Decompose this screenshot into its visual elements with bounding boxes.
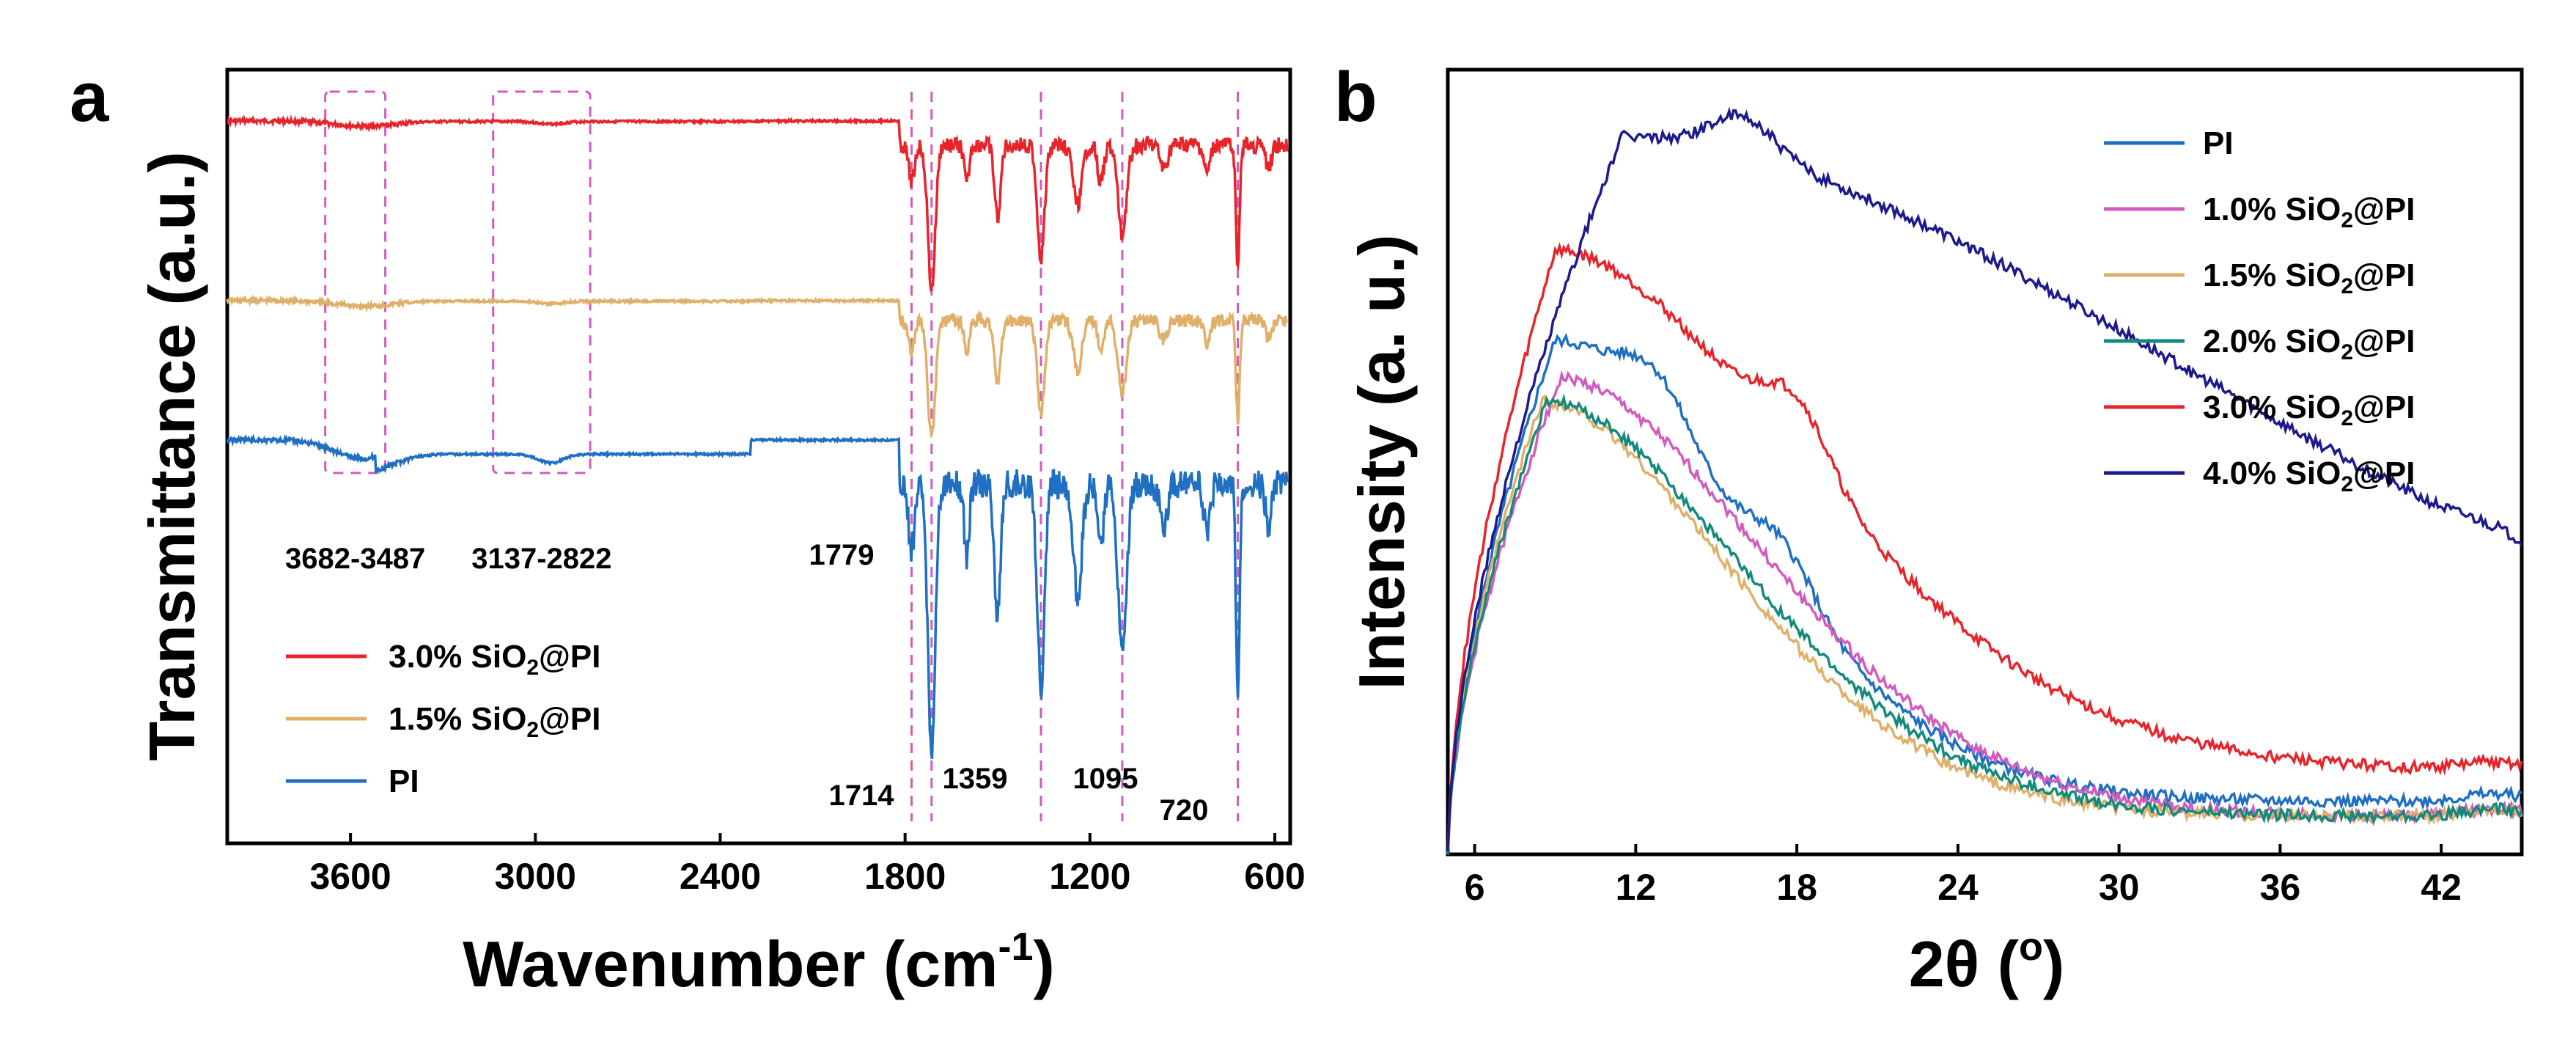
panel-a-x-tick-label: 2400 <box>680 856 761 897</box>
panel-a-x-axis-title: Wavenumber (cm-1) <box>463 925 1055 1000</box>
panel-b-legend-label: 2.0% SiO2@PI <box>2203 323 2415 364</box>
panel-b-x-ticks: 6 12 18 24 30 36 42 <box>1465 844 2462 908</box>
panel-b-x-tick-label: 18 <box>1776 867 1817 908</box>
panel-a-peak-label: 1359 <box>943 763 1008 795</box>
panel-a-plot-frame <box>225 67 1292 846</box>
panel-a-x-tick-label: 3600 <box>309 856 391 897</box>
panel-a-series-line <box>227 114 1289 292</box>
panel-b-plot-frame <box>1446 67 2524 857</box>
panel-b-x-axis-title-base: 2θ ( <box>1909 928 2020 1000</box>
panel-a-region-box <box>492 90 592 474</box>
panel-b-series-line <box>1446 332 2523 855</box>
panel-a-series-line <box>226 433 1289 759</box>
panel-b-x-tick-label: 24 <box>1937 867 1979 908</box>
panel-b-x-tick-label: 36 <box>2260 867 2301 908</box>
panel-b-x-axis-title-sup: o <box>2019 925 2043 969</box>
panel-a-region-label: 3137-2822 <box>471 543 611 575</box>
panel-a-x-axis-title-sup: -1 <box>998 925 1033 969</box>
panel-b-legend: PI 1.0% SiO2@PI 1.5% SiO2@PI 2.0% SiO2@PI 3.… <box>2104 125 2415 496</box>
panel-a-x-tick-label: 3000 <box>495 856 576 897</box>
panel-b-x-tick-label: 12 <box>1616 867 1657 908</box>
panel-b-x-axis-title: 2θ (o) <box>1909 925 2065 1000</box>
panel-a-region-label: 3682-3487 <box>285 543 425 575</box>
panel-a-peak-label: 1714 <box>829 780 895 812</box>
panel-b-x-tick-label: 42 <box>2421 867 2462 908</box>
panel-b-series <box>1446 106 2523 855</box>
panel-a-x-tick-label: 1200 <box>1049 856 1130 897</box>
panel-b-x-axis-title-close: ) <box>2043 928 2064 1000</box>
panel-a-letter: a <box>70 58 109 136</box>
panel-a-peak-label: 1095 <box>1073 763 1138 795</box>
panel-b-series-line <box>1446 393 2523 855</box>
panel-a-x-tick-label: 600 <box>1244 856 1305 897</box>
panel-a-x-tick-label: 1800 <box>864 856 946 897</box>
panel-b-letter: b <box>1334 58 1377 136</box>
panel-a-legend-label: 1.5% SiO2@PI <box>389 701 600 742</box>
panel-a-series <box>226 114 1289 759</box>
panel-b-series-line <box>1446 106 2523 851</box>
panel-a-legend: 3.0% SiO2@PI 1.5% SiO2@PI PI <box>286 639 600 799</box>
panel-a: a 3682-3487 3137-2822 1779 1714 1359 1095 720… <box>70 58 1306 1000</box>
panel-b-legend-label: 1.5% SiO2@PI <box>2203 257 2415 298</box>
panel-a-region-box <box>324 90 387 474</box>
panel-a-x-ticks: 3600 3000 2400 1800 1200 600 <box>309 833 1306 897</box>
panel-a-peak-lines: 1779 1714 1359 1095 720 <box>809 92 1240 826</box>
panel-b-y-axis-title: Intensity (a. u.) <box>1345 235 1418 690</box>
panel-b-x-tick-label: 6 <box>1465 867 1485 908</box>
panel-a-series-line <box>226 294 1288 439</box>
panel-b-legend-label: 4.0% SiO2@PI <box>2203 455 2415 496</box>
panel-a-regions: 3682-3487 3137-2822 <box>285 90 612 575</box>
panel-a-x-axis-title-base: Wavenumber (cm <box>463 928 998 1000</box>
panel-a-peak-label: 720 <box>1160 794 1209 826</box>
panel-b-x-tick-label: 30 <box>2099 867 2140 908</box>
panel-b-series-line <box>1446 370 2523 855</box>
panel-a-y-axis-title: Transmittance (a.u.) <box>136 151 208 760</box>
panel-b-series-line <box>1446 241 2523 850</box>
panel-a-legend-label: PI <box>389 763 419 799</box>
panel-b-legend-label: PI <box>2203 125 2234 161</box>
panel-b: b 6 12 18 24 30 36 42 PI 1.0% SiO2@PI 1.5% SiO2@… <box>1334 58 2524 1000</box>
panel-b-legend-label: 1.0% SiO2@PI <box>2203 191 2415 232</box>
panel-a-legend-label: 3.0% SiO2@PI <box>389 639 600 680</box>
panel-b-legend-label: 3.0% SiO2@PI <box>2203 389 2415 430</box>
panel-a-x-axis-title-close: ) <box>1033 928 1054 1000</box>
panel-a-peak-label: 1779 <box>809 539 875 571</box>
